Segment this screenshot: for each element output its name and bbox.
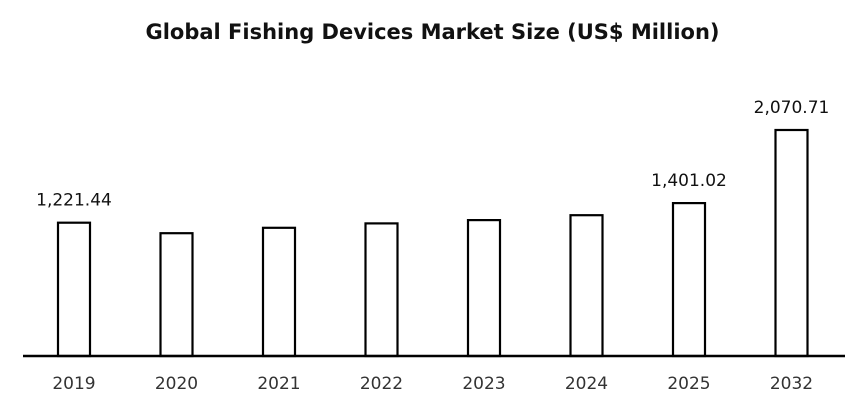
x-tick-label-2022: 2022 bbox=[360, 374, 403, 394]
data-label-2019: 1,221.44 bbox=[36, 191, 112, 211]
data-label-2032: 2,070.71 bbox=[754, 98, 830, 118]
x-tick-label-2025: 2025 bbox=[667, 374, 710, 394]
bar-2022 bbox=[364, 222, 399, 358]
x-tick-label-2019: 2019 bbox=[52, 374, 95, 394]
bar-2024 bbox=[569, 214, 604, 358]
x-tick-label-2032: 2032 bbox=[770, 374, 813, 394]
bar-2020 bbox=[159, 232, 194, 358]
x-tick-labels-group: 2019 2020 2021 2022 2023 2024 2025 2032 bbox=[52, 374, 813, 394]
x-tick-label-2021: 2021 bbox=[257, 374, 300, 394]
x-tick-label-2020: 2020 bbox=[155, 374, 198, 394]
bar-2025 bbox=[671, 202, 707, 358]
bar-2019 bbox=[56, 221, 92, 358]
x-tick-label-2023: 2023 bbox=[462, 374, 505, 394]
bar-2032 bbox=[774, 128, 809, 358]
x-tick-label-2024: 2024 bbox=[565, 374, 608, 394]
data-label-2025: 1,401.02 bbox=[651, 171, 727, 191]
chart-title: Global Fishing Devices Market Size (US$ … bbox=[145, 20, 720, 44]
bar-2023 bbox=[466, 219, 502, 358]
bar-2021 bbox=[261, 226, 297, 358]
data-labels-group: 1,221.44 1,401.02 2,070.71 bbox=[36, 98, 829, 211]
bars-group bbox=[56, 128, 809, 358]
